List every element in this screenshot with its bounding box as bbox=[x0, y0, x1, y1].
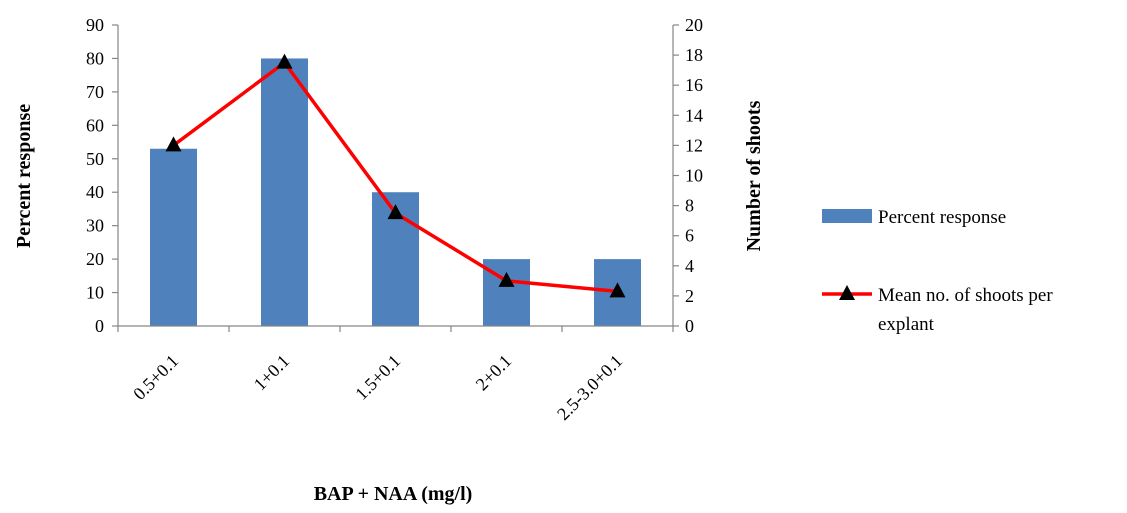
left-tick-label: 20 bbox=[86, 249, 104, 269]
left-tick-label: 30 bbox=[86, 216, 104, 236]
line-point-marker bbox=[387, 204, 404, 220]
bar bbox=[261, 58, 308, 326]
right-tick-label: 16 bbox=[685, 75, 703, 95]
left-axis-ticks: 0 10 20 30 40 50 60 70 80 90 bbox=[86, 15, 118, 336]
right-tick-label: 20 bbox=[685, 15, 703, 35]
right-tick-label: 12 bbox=[685, 135, 703, 155]
right-tick-label: 14 bbox=[685, 105, 703, 125]
x-tick-label: 2+0.1 bbox=[472, 351, 516, 395]
line-point-marker bbox=[609, 282, 626, 298]
axes bbox=[117, 25, 674, 327]
x-axis-tick-marks bbox=[117, 326, 674, 332]
left-tick-label: 40 bbox=[86, 182, 104, 202]
x-tick-label: 1+0.1 bbox=[250, 351, 294, 395]
right-tick-label: 8 bbox=[685, 196, 694, 216]
line-series bbox=[165, 53, 626, 298]
legend-line-marker bbox=[839, 285, 855, 300]
x-tick-label: 1.5+0.1 bbox=[351, 351, 404, 404]
bar bbox=[150, 148, 197, 326]
right-tick-label: 2 bbox=[685, 286, 694, 306]
left-tick-label: 50 bbox=[86, 149, 104, 169]
legend-bar-swatch bbox=[822, 209, 872, 223]
x-tick-label: 0.5+0.1 bbox=[129, 351, 182, 404]
legend-line-label: Mean no. of shoots per explant bbox=[878, 285, 1053, 335]
x-axis-tick-labels: 0.5+0.1 1+0.1 1.5+0.1 2+0.1 2.5-3.0+0.1 bbox=[129, 351, 626, 424]
right-tick-label: 0 bbox=[685, 316, 694, 336]
left-tick-label: 90 bbox=[86, 15, 104, 35]
y-axis-title: Percent response bbox=[13, 104, 35, 248]
bar-series bbox=[150, 58, 641, 326]
right-tick-label: 6 bbox=[685, 226, 694, 246]
legend: Percent response Mean no. of shoots per e… bbox=[822, 207, 1053, 335]
line-point-marker bbox=[165, 136, 182, 152]
x-axis-title: BAP + NAA (mg/l) bbox=[314, 483, 473, 505]
right-tick-label: 4 bbox=[685, 256, 694, 276]
y2-axis-title: Number of shoots bbox=[743, 100, 765, 251]
right-tick-label: 18 bbox=[685, 45, 703, 65]
line-point-marker bbox=[498, 271, 515, 287]
x-tick-label: 2.5-3.0+0.1 bbox=[553, 351, 626, 424]
line-point-marker bbox=[276, 53, 293, 69]
left-tick-label: 10 bbox=[86, 283, 104, 303]
left-tick-label: 80 bbox=[86, 48, 104, 68]
legend-bar-label: Percent response bbox=[878, 207, 1006, 228]
left-tick-label: 0 bbox=[95, 316, 104, 336]
right-tick-label: 10 bbox=[685, 166, 703, 186]
right-axis-ticks: 0 2 4 6 8 10 12 14 16 18 20 bbox=[673, 15, 703, 336]
left-tick-label: 70 bbox=[86, 82, 104, 102]
left-tick-label: 60 bbox=[86, 115, 104, 135]
